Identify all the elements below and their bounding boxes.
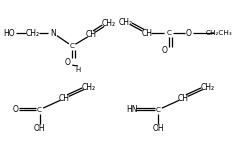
Text: O: O: [65, 58, 71, 66]
Text: CH₂: CH₂: [119, 18, 133, 27]
Text: CH: CH: [85, 31, 96, 39]
Text: O: O: [161, 46, 167, 55]
Text: CH₂: CH₂: [101, 19, 115, 28]
Text: O: O: [186, 29, 192, 38]
Text: CH₂: CH₂: [26, 29, 40, 38]
Text: HO: HO: [3, 29, 15, 38]
Text: H: H: [75, 67, 81, 73]
Text: C: C: [156, 107, 161, 113]
Text: CH: CH: [177, 94, 188, 103]
Text: OH: OH: [34, 124, 45, 133]
Text: CH₂CH₃: CH₂CH₃: [206, 30, 232, 36]
Text: HN: HN: [126, 105, 137, 114]
Text: C: C: [166, 30, 171, 36]
Text: N: N: [51, 29, 56, 38]
Text: CH: CH: [58, 94, 70, 103]
Text: CH₂: CH₂: [82, 83, 96, 92]
Text: OH: OH: [153, 124, 164, 133]
Text: CH₂: CH₂: [200, 83, 214, 92]
Text: C: C: [70, 43, 75, 49]
Text: CH: CH: [141, 29, 152, 38]
Text: C: C: [37, 107, 42, 113]
Text: O: O: [12, 105, 18, 114]
